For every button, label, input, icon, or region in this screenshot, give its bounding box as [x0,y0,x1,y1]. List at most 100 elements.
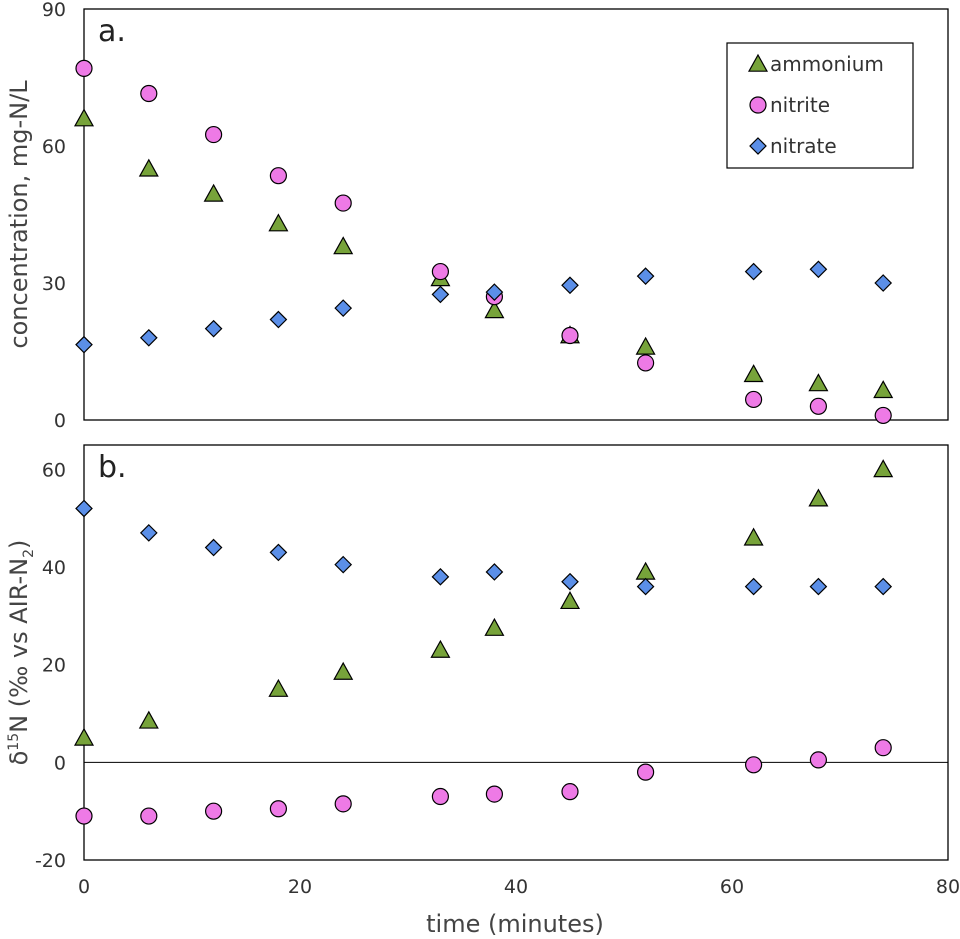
nitrite-point [809,751,828,769]
nitrite-point [636,354,655,372]
legend-label: nitrate [770,134,837,158]
plot-frame [83,8,949,421]
nitrate-point [636,267,655,285]
nitrite-point [431,787,449,806]
nitrite-point [744,390,763,409]
nitrite-point [874,406,892,425]
nitrite-point [205,802,223,820]
y-axis-label-sub: 2 [21,549,37,558]
y-tick-label: 60 [42,459,66,481]
legend-marker-ammonium [747,53,769,72]
nitrite-point [744,756,763,774]
ammonium-point [873,459,894,478]
nitrate-point [431,285,450,304]
y-tick-label: -20 [35,850,66,872]
nitrate-point [269,543,288,562]
ammonium-point [635,561,656,580]
ammonium-point [484,617,505,636]
ammonium-point [138,158,159,177]
ammonium-point [203,183,224,202]
nitrite-point [269,800,287,818]
nitrate-point [561,276,579,295]
nitrite-point [809,397,828,415]
nitrite-point [140,84,158,103]
nitrate-point [139,328,158,347]
nitrate-point [431,567,450,586]
ammonium-point [743,364,764,383]
x-tick-label: 60 [720,876,744,898]
legend-label: nitrite [770,93,830,117]
panel-b: -20 0 20 40 60 b. δ15N (‰ vs AIR-N2) [5,444,949,872]
legend-marker-nitrite [749,96,767,114]
ammonium-point [635,336,656,355]
nitrate-point [334,299,353,317]
legend-label: ammonium [770,52,884,76]
nitrate-point [485,563,504,581]
ammonium-point [808,373,829,392]
nitrate-point [874,274,893,292]
y-tick-label: 40 [42,557,66,579]
nitrite-point [75,59,93,77]
x-tick-label: 0 [78,876,90,898]
ammonium-point [743,527,764,546]
nitrite-point [431,262,449,281]
nitrite-point [561,783,579,801]
x-tick-label: 40 [504,876,528,898]
ammonium-point [268,678,289,697]
y-tick-label: 0 [54,752,66,774]
nitrate-point [744,577,763,596]
nitrate-point [204,319,223,338]
nitrite-point [140,807,158,825]
ammonium-point [873,380,894,399]
plot-frame [83,444,949,861]
nitrate-point [809,577,828,596]
x-axis: 0 20 40 60 80 time (minutes) [78,876,960,938]
nitrite-point [485,785,503,803]
panel-label: a. [98,14,126,49]
nitrate-point [874,577,893,596]
y-axis-label: δ15N (‰ vs AIR-N2) [5,540,37,766]
y-tick-label: 20 [42,655,66,677]
legend-marker-nitrate [749,137,767,155]
y-tick-label: 60 [42,136,66,158]
nitrate-point [204,538,223,557]
nitrite-point [334,194,352,212]
nitrite-point [334,795,352,813]
ammonium-point [559,590,581,610]
nitrate-point [485,283,504,301]
y-axis-label-part: δ [5,751,33,766]
x-axis-label: time (minutes) [426,910,604,938]
nitrate-point [561,572,579,591]
nitrite-point [205,125,223,144]
ammonium-point [268,213,289,232]
ammonium-point [73,108,95,127]
ammonium-point [333,236,354,255]
nitrate-point [809,260,828,279]
ammonium-point [138,710,159,729]
y-axis-label-part: N (‰ vs AIR-N [5,558,33,733]
nitrate-point [636,577,655,596]
y-tick-label: 30 [42,273,66,295]
ammonium-point [808,488,829,507]
ammonium-point [333,661,354,680]
nitrate-point [139,524,158,542]
y-tick-label: 90 [42,0,66,21]
nitrite-point [561,326,579,345]
nitrite-point [636,763,655,781]
nitrate-point [744,262,763,281]
ammonium-point [430,639,451,658]
ammonium-point [73,727,95,746]
nitrite-point [269,167,287,185]
panel-label: b. [98,450,127,485]
legend: ammonium nitrite nitrate [726,42,914,169]
nitrate-point [269,310,288,329]
y-axis-label-part: ) [5,540,33,549]
y-tick-label: 0 [54,410,66,432]
panel-a: 0 30 60 90 a. concentration, mg-N/L ammonium ni… [5,0,949,432]
nitrate-point [75,335,93,354]
nitrite-point [874,739,892,757]
ammonium-point [484,300,505,319]
y-axis-label-sup: 15 [6,733,22,751]
y-axis-label: concentration, mg-N/L [5,80,33,349]
